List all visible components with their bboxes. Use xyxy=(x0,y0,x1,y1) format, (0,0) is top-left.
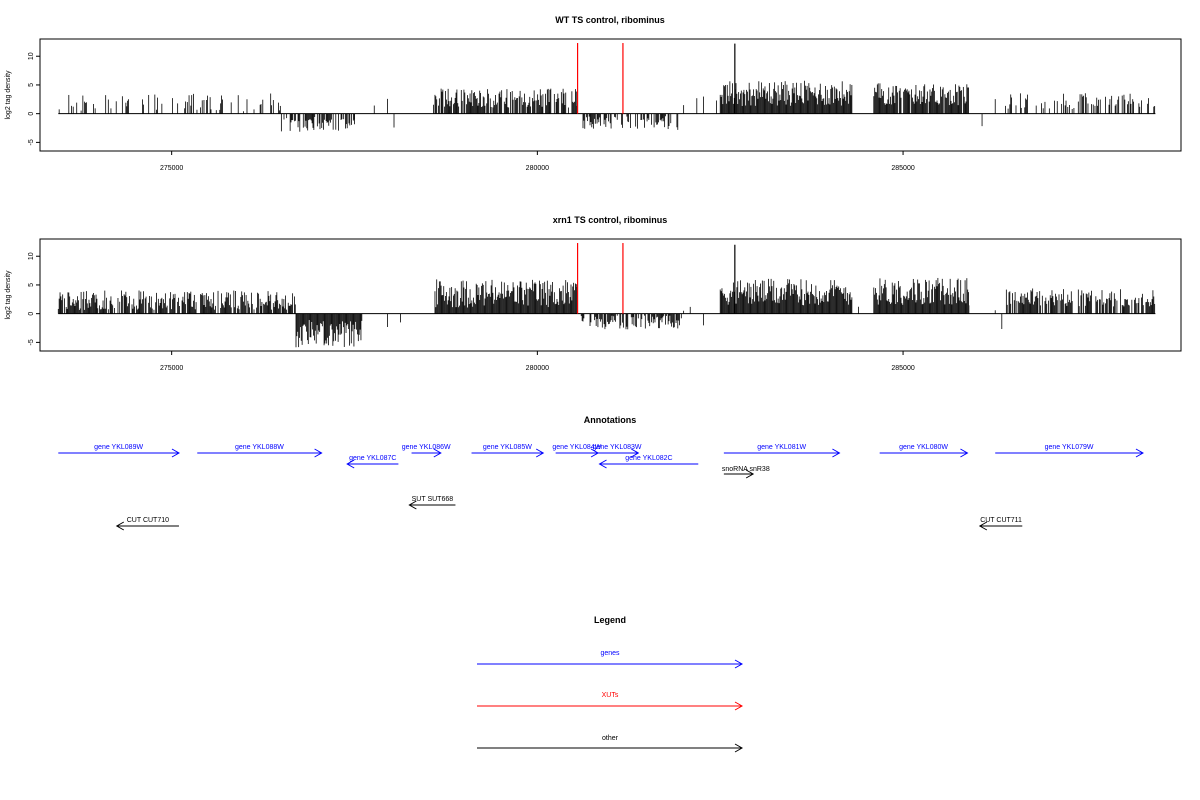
annotation-feature: gene YKL086W xyxy=(402,444,451,458)
x-axis: 275000 280000 285000 xyxy=(160,165,915,172)
feature-label: gene YKL082C xyxy=(625,455,672,462)
annotation-feature: SUT SUT668 xyxy=(408,496,456,510)
annotation-feature: snoRNA snR38 xyxy=(722,466,770,479)
xrn1-density-panel: xrn1 TS control, ribominus log2 tag dens… xyxy=(5,215,1182,372)
x-axis: 275000 280000 285000 xyxy=(160,365,915,372)
feature-label: CUT CUT711 xyxy=(980,517,1022,524)
legend-item-label: other xyxy=(602,735,619,742)
y-tick-label: -5 xyxy=(28,339,35,345)
feature-label: gene YKL085W xyxy=(483,444,532,451)
legend-arrow-head-icon xyxy=(734,659,744,669)
x-tick-label: 275000 xyxy=(160,365,183,372)
feature-label: gene YKL083W xyxy=(593,444,642,451)
legend-arrow-head-icon xyxy=(734,743,744,753)
arrow-head-icon xyxy=(1135,448,1144,458)
annotation-feature: gene YKL080W xyxy=(879,444,969,458)
density-bars xyxy=(57,243,1156,348)
arrow-head-icon xyxy=(433,448,442,458)
legend-title: Legend xyxy=(594,615,626,625)
y-tick-label: 10 xyxy=(28,52,35,60)
annotation-feature: CUT CUT710 xyxy=(115,517,179,531)
annotations-title: Annotations xyxy=(584,415,637,425)
x-tick-label: 280000 xyxy=(526,165,549,172)
y-axis-label: log2 tag density xyxy=(5,70,12,120)
annotation-feature: gene YKL089W xyxy=(58,444,180,458)
annotation-feature: gene YKL082C xyxy=(598,455,699,469)
arrow-head-icon xyxy=(598,459,607,469)
density-bars xyxy=(58,43,1156,132)
arrow-head-icon xyxy=(408,500,417,510)
y-tick-label: 5 xyxy=(28,83,35,87)
y-axis-label: log2 tag density xyxy=(5,270,12,320)
y-tick-label: 0 xyxy=(28,312,35,316)
annotation-feature: gene YKL085W xyxy=(471,444,545,458)
plot-frame xyxy=(39,238,1182,352)
annotation-feature: gene YKL083W xyxy=(593,444,642,458)
annotation-features: gene YKL089W gene YKL088W gene YKL087C gene… xyxy=(58,444,1144,531)
annotations-track: Annotations gene YKL089W gene YKL088Wgene… xyxy=(58,415,1144,531)
legend-item-genes: genes xyxy=(477,650,744,669)
arrow-head-icon xyxy=(115,521,125,531)
feature-label: snoRNA snR38 xyxy=(722,466,770,473)
feature-label: gene YKL081W xyxy=(757,444,806,451)
annotation-feature: gene YKL081W xyxy=(723,444,841,458)
x-tick-label: 280000 xyxy=(526,365,549,372)
arrow-head-icon xyxy=(346,459,355,469)
y-tick-label: 5 xyxy=(28,283,35,287)
panel-title: xrn1 TS control, ribominus xyxy=(553,215,668,225)
y-tick-label: 10 xyxy=(28,252,35,260)
arrow-head-icon xyxy=(535,448,545,458)
feature-label: gene YKL080W xyxy=(899,444,948,451)
feature-label: gene YKL079W xyxy=(1045,444,1094,451)
legend-arrow-head-icon xyxy=(734,701,744,711)
annotation-feature: gene YKL087C xyxy=(346,455,399,469)
y-tick-label: 0 xyxy=(28,112,35,116)
wt-density-panel: WT TS control, ribominus log2 tag densit… xyxy=(5,15,1182,172)
feature-label: gene YKL088W xyxy=(235,444,284,451)
annotation-feature: gene YKL079W xyxy=(995,444,1144,458)
x-tick-label: 285000 xyxy=(891,365,914,372)
y-tick-label: -5 xyxy=(28,139,35,145)
arrow-head-icon xyxy=(832,448,841,458)
y-axis: -5 0 5 10 xyxy=(28,252,35,345)
annotation-feature: CUT CUT711 xyxy=(978,517,1023,531)
arrow-head-icon xyxy=(978,521,988,531)
legend-item-xuts: XUTs xyxy=(477,692,744,711)
x-tick-label: 285000 xyxy=(891,165,914,172)
annotation-feature: gene YKL088W xyxy=(197,444,323,458)
legend-item-label: XUTs xyxy=(602,692,619,699)
legend-item-other: other xyxy=(477,735,744,753)
legend-item-label: genes xyxy=(600,650,620,657)
x-tick-label: 275000 xyxy=(160,165,183,172)
arrow-head-icon xyxy=(631,448,640,458)
arrow-head-icon xyxy=(314,448,323,458)
arrow-head-icon xyxy=(960,448,969,458)
panel-title: WT TS control, ribominus xyxy=(555,15,665,25)
feature-label: CUT CUT710 xyxy=(127,517,169,524)
legend: Legend genes XUTs other xyxy=(477,615,744,753)
arrow-head-icon xyxy=(745,469,755,479)
feature-label: gene YKL086W xyxy=(402,444,451,451)
feature-label: gene YKL089W xyxy=(94,444,143,451)
y-axis: -5 0 5 10 xyxy=(28,52,35,145)
feature-label: gene YKL087C xyxy=(349,455,396,462)
feature-label: SUT SUT668 xyxy=(412,496,454,503)
plot-frame xyxy=(39,38,1182,152)
feature-label: gene YKL084W xyxy=(552,444,601,451)
arrow-head-icon xyxy=(171,448,180,458)
